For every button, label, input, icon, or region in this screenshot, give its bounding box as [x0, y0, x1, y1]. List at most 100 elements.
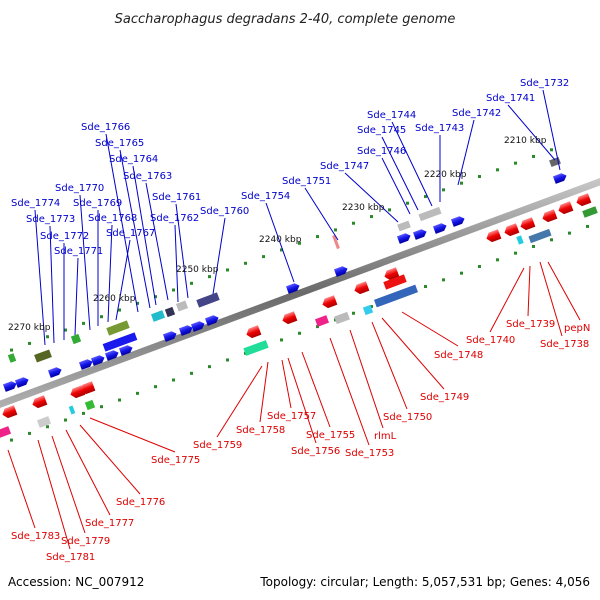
gene-label[interactable]: Sde_1760 [200, 206, 249, 217]
kbp-label: 2260 kbp [93, 294, 136, 304]
gene-label[interactable]: Sde_1767 [106, 228, 155, 239]
leader-line [107, 224, 113, 323]
leader-line [265, 202, 295, 283]
gene-label[interactable]: Sde_1747 [320, 161, 369, 172]
gene-label[interactable]: Sde_1768 [88, 213, 137, 224]
gene-block [582, 206, 598, 218]
gene-label[interactable]: Sde_1761 [152, 192, 201, 203]
forward-gene-arrow [450, 216, 465, 227]
gene-label[interactable]: Sde_1783 [11, 531, 60, 542]
gene-label[interactable]: Sde_1741 [486, 93, 535, 104]
forward-gene-arrow [396, 233, 411, 244]
gene-block [106, 320, 130, 336]
gene-label[interactable]: Sde_1756 [291, 446, 340, 457]
leader-line [401, 311, 459, 347]
arrow-shape [520, 217, 536, 231]
track-dot [442, 188, 445, 192]
track-dot [532, 244, 535, 248]
gene-label[interactable]: Sde_1771 [54, 246, 103, 257]
gene-label[interactable]: Sde_1763 [123, 171, 172, 182]
forward-gene-arrow [14, 377, 29, 388]
gene-label[interactable]: Sde_1732 [520, 78, 569, 89]
gene-block [196, 292, 220, 308]
track-dot [586, 224, 589, 228]
gene-label[interactable]: Sde_1750 [383, 412, 432, 423]
track-dot [244, 261, 247, 265]
track-dot [532, 154, 535, 158]
gene-label[interactable]: Sde_1774 [11, 198, 60, 209]
track-dot [136, 301, 139, 305]
gene-label[interactable]: Sde_1772 [40, 231, 89, 242]
track-dot [262, 255, 265, 259]
arrow-shape [246, 325, 262, 339]
leader-line [304, 187, 339, 241]
gene-label[interactable]: Sde_1757 [267, 411, 316, 422]
gene-label[interactable]: Sde_1777 [85, 518, 134, 529]
gene-label[interactable]: Sde_1775 [151, 455, 200, 466]
forward-gene-arrow [104, 350, 119, 361]
gene-label[interactable]: Sde_1773 [26, 214, 75, 225]
gene-label[interactable]: Sde_1766 [81, 122, 130, 133]
gene-label[interactable]: Sde_1740 [466, 335, 515, 346]
leader-line [132, 165, 157, 306]
gene-label[interactable]: Sde_1751 [282, 176, 331, 187]
gene-block [84, 399, 96, 411]
arrow-shape [322, 295, 338, 309]
arrow-shape [504, 223, 520, 237]
gene-label[interactable]: Sde_1770 [55, 183, 104, 194]
gene-label[interactable]: Sde_1769 [73, 198, 122, 209]
gene-label[interactable]: Sde_1744 [367, 110, 416, 121]
gene-label[interactable]: Sde_1739 [506, 319, 555, 330]
gene-label[interactable]: rlmL [374, 431, 397, 442]
forward-gene-arrow [2, 381, 17, 392]
gene-label[interactable]: Sde_1755 [306, 430, 355, 441]
gene-label[interactable]: Sde_1745 [357, 125, 406, 136]
reverse-gene-arrow [70, 385, 86, 399]
track-dot [316, 235, 319, 239]
gene-label[interactable]: Sde_1748 [434, 350, 483, 361]
track-dot [550, 238, 553, 242]
gene-label[interactable]: Sde_1758 [236, 425, 285, 436]
leader-line [381, 157, 411, 215]
gene-block [70, 333, 82, 345]
leader-line [539, 261, 563, 337]
gene-label[interactable]: Sde_1764 [109, 154, 158, 165]
gene-label[interactable]: Sde_1765 [95, 138, 144, 149]
gene-label[interactable]: Sde_1753 [345, 448, 394, 459]
gene-label[interactable]: Sde_1742 [452, 108, 501, 119]
gene-label[interactable]: Sde_1776 [116, 497, 165, 508]
leader-line [51, 435, 86, 534]
track-dot [370, 215, 373, 219]
gene-label[interactable]: pepN [564, 323, 590, 334]
reverse-gene-arrow [520, 217, 536, 231]
gene-label[interactable]: Sde_1746 [357, 146, 406, 157]
gene-block [68, 405, 76, 415]
arrow-shape [104, 350, 119, 361]
gene-block [373, 284, 419, 308]
gene-label[interactable]: Sde_1759 [193, 440, 242, 451]
track-dot [28, 341, 31, 345]
gene-label[interactable]: Sde_1738 [540, 339, 589, 350]
track-dot [496, 168, 499, 172]
arrow-shape [32, 395, 48, 409]
gene-block [36, 416, 52, 428]
gene-label[interactable]: Sde_1762 [150, 213, 199, 224]
genome-stats-text: Topology: circular; Length: 5,057,531 bp… [259, 575, 590, 589]
track-dot [100, 315, 103, 319]
gene-block [175, 300, 189, 312]
arrow-shape [558, 201, 574, 215]
gene-label[interactable]: Sde_1743 [415, 123, 464, 134]
gene-block [34, 349, 52, 363]
gene-block [397, 220, 411, 232]
track-dot [154, 295, 157, 299]
gene-block [243, 340, 269, 356]
gene-label[interactable]: Sde_1749 [420, 392, 469, 403]
gene-label[interactable]: Sde_1754 [241, 191, 290, 202]
forward-gene-arrow [118, 345, 133, 356]
gene-label[interactable]: Sde_1781 [46, 552, 95, 563]
gene-label[interactable]: Sde_1779 [61, 536, 110, 547]
arrow-shape [2, 381, 17, 392]
track-dot [568, 231, 571, 235]
arrow-shape [333, 266, 348, 277]
arrow-shape [70, 385, 86, 399]
